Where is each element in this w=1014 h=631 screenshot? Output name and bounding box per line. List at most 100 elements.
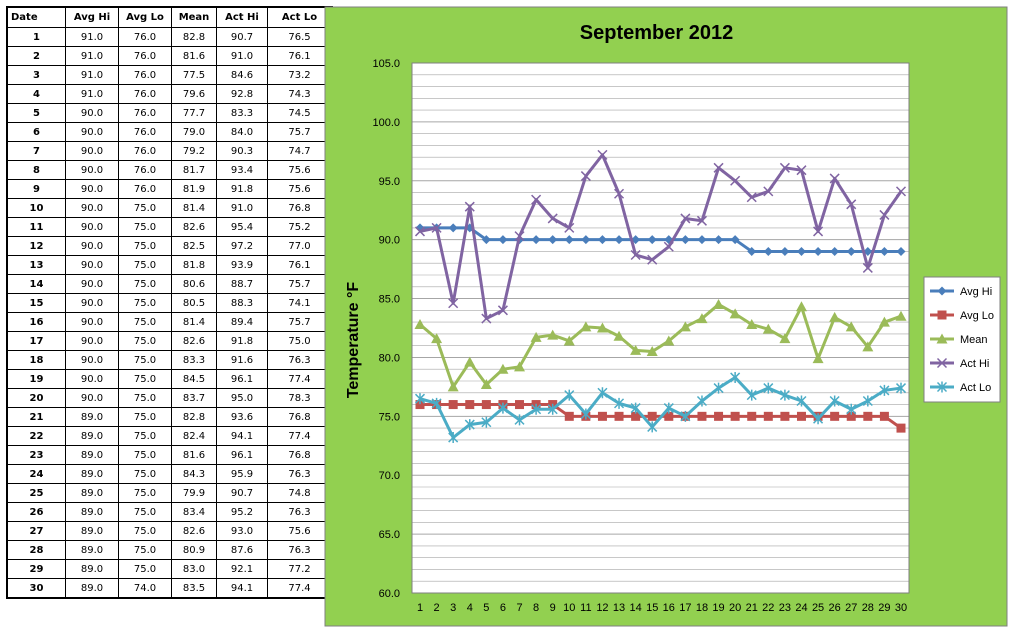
data-point (796, 411, 806, 421)
data-point (547, 213, 558, 224)
value-cell: 75.6 (267, 521, 333, 541)
value-cell: 93.6 (216, 407, 268, 427)
x-tick-label: 15 (646, 602, 658, 614)
x-tick-label: 3 (450, 602, 456, 614)
value-cell: 75.0 (118, 540, 172, 560)
value-cell: 89.0 (65, 540, 119, 560)
data-point (431, 397, 442, 409)
date-cell: 10 (6, 198, 66, 218)
y-axis-label: Temperature °F (345, 282, 362, 399)
value-cell: 82.8 (171, 407, 217, 427)
data-point (464, 201, 475, 212)
data-point (580, 321, 592, 332)
data-point (862, 262, 873, 273)
value-cell: 95.2 (216, 502, 268, 522)
column-header: Act Lo (267, 6, 333, 28)
data-point (812, 353, 824, 364)
data-point (845, 321, 857, 332)
date-cell: 1 (6, 27, 66, 47)
data-point (780, 411, 790, 421)
value-cell: 76.8 (267, 445, 333, 465)
data-point (580, 171, 591, 182)
date-cell: 17 (6, 331, 66, 351)
value-cell: 76.0 (118, 46, 172, 66)
date-cell: 23 (6, 445, 66, 465)
value-cell: 75.7 (267, 274, 333, 294)
value-cell: 90.0 (65, 331, 119, 351)
data-point (664, 411, 674, 421)
value-cell: 89.0 (65, 559, 119, 579)
date-cell: 19 (6, 369, 66, 389)
x-tick-label: 30 (895, 602, 907, 614)
table-row: 12 90.0 75.0 82.5 97.2 77.0 (6, 236, 333, 256)
data-point (547, 329, 559, 340)
value-cell: 90.0 (65, 160, 119, 180)
data-point (829, 311, 841, 322)
value-cell: 76.1 (267, 46, 333, 66)
legend-label: Mean (960, 334, 988, 346)
data-point (863, 411, 873, 421)
data-point (597, 411, 607, 421)
value-cell: 88.7 (216, 274, 268, 294)
data-point (879, 246, 889, 256)
table-row: 23 89.0 75.0 81.6 96.1 76.8 (6, 445, 333, 465)
value-cell: 89.0 (65, 445, 119, 465)
value-cell: 74.3 (267, 84, 333, 104)
value-cell: 95.4 (216, 217, 268, 237)
data-point (596, 322, 608, 333)
data-point (414, 226, 426, 237)
x-tick-label: 6 (500, 602, 506, 614)
data-point (730, 411, 740, 421)
x-tick-label: 5 (483, 602, 489, 614)
data-point (813, 226, 824, 237)
column-header: Avg Hi (65, 6, 119, 28)
data-point (813, 246, 823, 256)
column-header: Date (6, 6, 66, 28)
data-point (762, 323, 774, 334)
data-point (448, 400, 458, 410)
data-point (747, 246, 757, 256)
value-cell: 76.8 (267, 407, 333, 427)
x-tick-label: 10 (563, 602, 575, 614)
value-cell: 83.3 (171, 350, 217, 370)
value-cell: 76.0 (118, 160, 172, 180)
data-point (730, 371, 741, 383)
data-point (415, 400, 425, 410)
value-cell: 75.0 (118, 255, 172, 275)
data-point (846, 411, 856, 421)
data-point (747, 411, 757, 421)
value-cell: 90.0 (65, 350, 119, 370)
table-row: 7 90.0 76.0 79.2 90.3 74.7 (6, 141, 333, 161)
value-cell: 82.6 (171, 521, 217, 541)
value-cell: 84.5 (171, 369, 217, 389)
data-point (829, 395, 840, 407)
data-point (879, 209, 890, 220)
date-cell: 13 (6, 255, 66, 275)
data-point (597, 235, 607, 245)
value-cell: 74.1 (267, 293, 333, 313)
data-point (696, 215, 707, 226)
value-cell: 83.5 (171, 578, 217, 599)
table-header-row: Date Avg Hi Avg Lo Mean Act Hi Act Lo (6, 6, 333, 28)
x-tick-label: 9 (550, 602, 556, 614)
data-point (447, 381, 459, 392)
data-point (763, 411, 773, 421)
value-cell: 89.0 (65, 407, 119, 427)
value-cell: 73.2 (267, 65, 333, 85)
data-point (448, 432, 459, 444)
value-cell: 79.9 (171, 483, 217, 503)
table-row: 21 89.0 75.0 82.8 93.6 76.8 (6, 407, 333, 427)
table-row: 19 90.0 75.0 84.5 96.1 77.4 (6, 369, 333, 389)
data-point (714, 411, 724, 421)
data-point (581, 235, 591, 245)
data-point (879, 384, 890, 396)
data-point (431, 222, 442, 233)
value-cell: 75.0 (118, 483, 172, 503)
data-point (779, 162, 790, 173)
value-cell: 75.0 (118, 426, 172, 446)
value-cell: 80.5 (171, 293, 217, 313)
x-tick-label: 19 (712, 602, 724, 614)
table-row: 1 91.0 76.0 82.8 90.7 76.5 (6, 27, 333, 47)
data-point (796, 395, 807, 407)
y-tick-label: 65.0 (379, 529, 400, 541)
